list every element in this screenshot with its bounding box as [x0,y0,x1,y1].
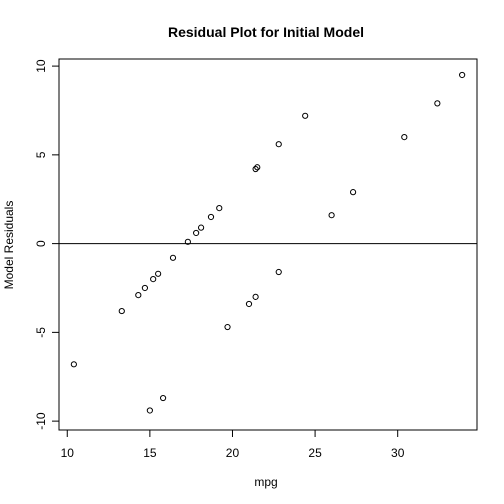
plot-frame [58,58,478,431]
data-point [141,284,149,292]
data-point [434,100,441,107]
data-point [224,323,231,331]
data-point [254,164,261,171]
y-tick-label: 10 [34,59,48,73]
data-point [169,254,177,261]
data-point [207,213,215,221]
chart-title: Residual Plot for Initial Model [168,24,364,40]
data-point [150,276,157,283]
data-point [252,293,259,300]
data-point [328,212,335,219]
data-point [216,205,223,212]
y-tick-label: -10 [34,412,48,430]
data-point [401,134,408,141]
x-tick-label: 15 [143,446,157,460]
x-axis-label: mpg [254,475,277,489]
data-point [146,407,153,414]
x-tick-label: 30 [391,446,405,460]
data-point [275,141,282,148]
y-axis-label: Model Residuals [2,201,16,290]
data-point [135,291,142,299]
data-point [349,189,357,196]
data-point [70,361,77,368]
x-tick-label: 25 [308,446,322,460]
data-point [302,112,309,119]
data-point [459,71,466,79]
data-point [193,229,200,237]
data-point [275,268,282,276]
data-point [159,394,167,402]
data-points [70,71,466,414]
y-tick-label: -5 [34,327,48,338]
data-point [118,307,125,315]
y-tick-label: 0 [34,240,48,247]
data-point [252,165,259,173]
x-tick-label: 10 [61,446,75,460]
data-point [184,238,191,245]
data-point [197,224,205,231]
y-tick-label: 5 [34,151,48,158]
x-axis: 10 15 20 25 30 [61,430,405,460]
y-axis: -10 -5 0 5 10 [34,59,59,430]
data-point [245,300,253,308]
data-point [155,270,162,277]
x-tick-label: 20 [226,446,240,460]
